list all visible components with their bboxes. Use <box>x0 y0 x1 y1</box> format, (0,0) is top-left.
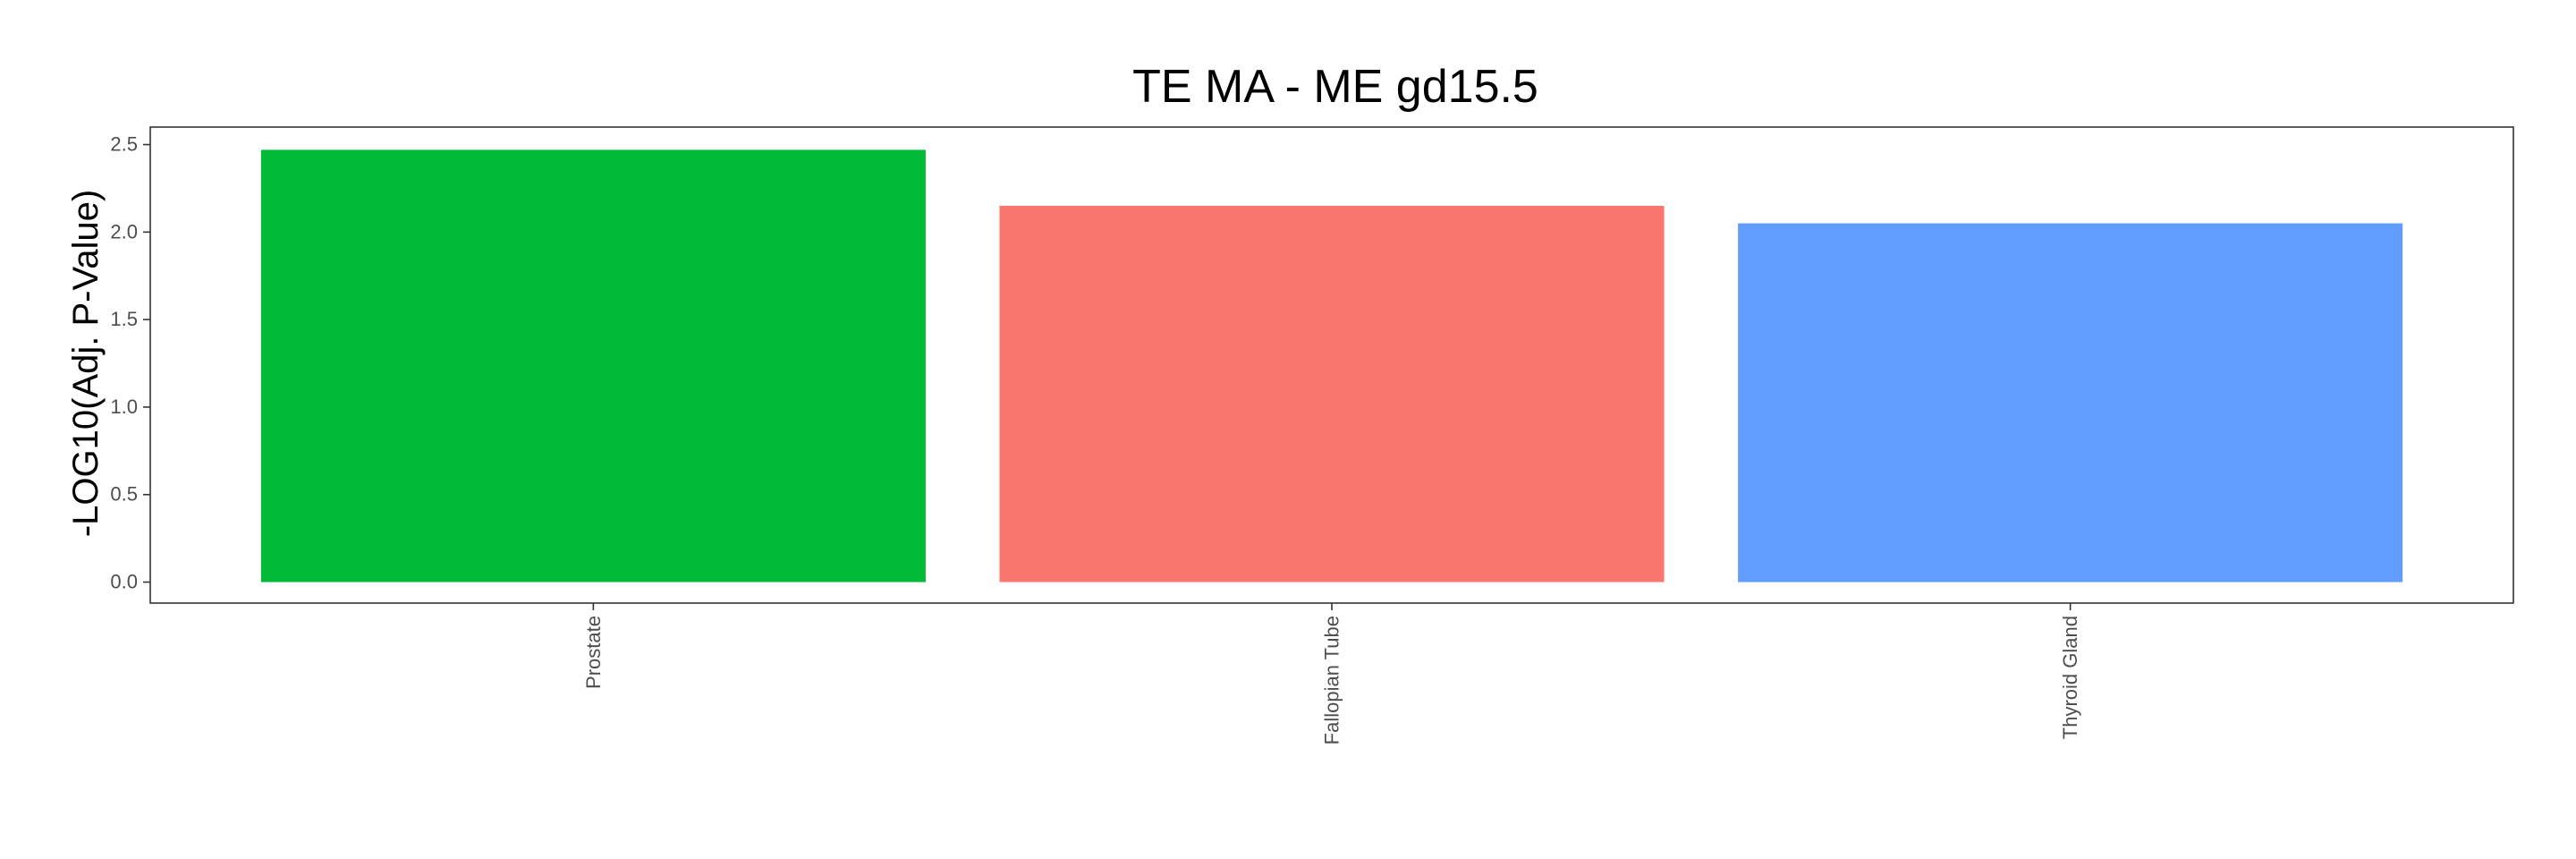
y-tick-label: 0.5 <box>110 483 138 506</box>
y-tick-label: 1.5 <box>110 308 138 330</box>
y-axis-ticks: 0.0 0.5 1.0 1.5 2.0 2.5 <box>110 133 150 593</box>
bars-layer <box>260 149 2403 583</box>
chart-title: TE MA - ME gd15.5 <box>1132 61 1538 113</box>
x-tick-label: Prostate <box>582 616 605 689</box>
y-tick-label: 0.0 <box>110 571 138 593</box>
bar-thyroid-gland <box>1738 223 2403 583</box>
y-tick-label: 1.0 <box>110 395 138 418</box>
x-axis-ticks: Prostate Fallopian Tube Thyroid Gland <box>582 603 2081 744</box>
x-tick-label: Fallopian Tube <box>1321 616 1343 744</box>
y-axis-label: -LOG10(Adj. P-Value) <box>66 190 106 537</box>
bar-prostate <box>260 149 926 583</box>
x-tick-label: Thyroid Gland <box>2059 616 2081 739</box>
bar-fallopian-tube <box>999 206 1665 583</box>
y-tick-label: 2.5 <box>110 133 138 156</box>
y-tick-label: 2.0 <box>110 220 138 242</box>
